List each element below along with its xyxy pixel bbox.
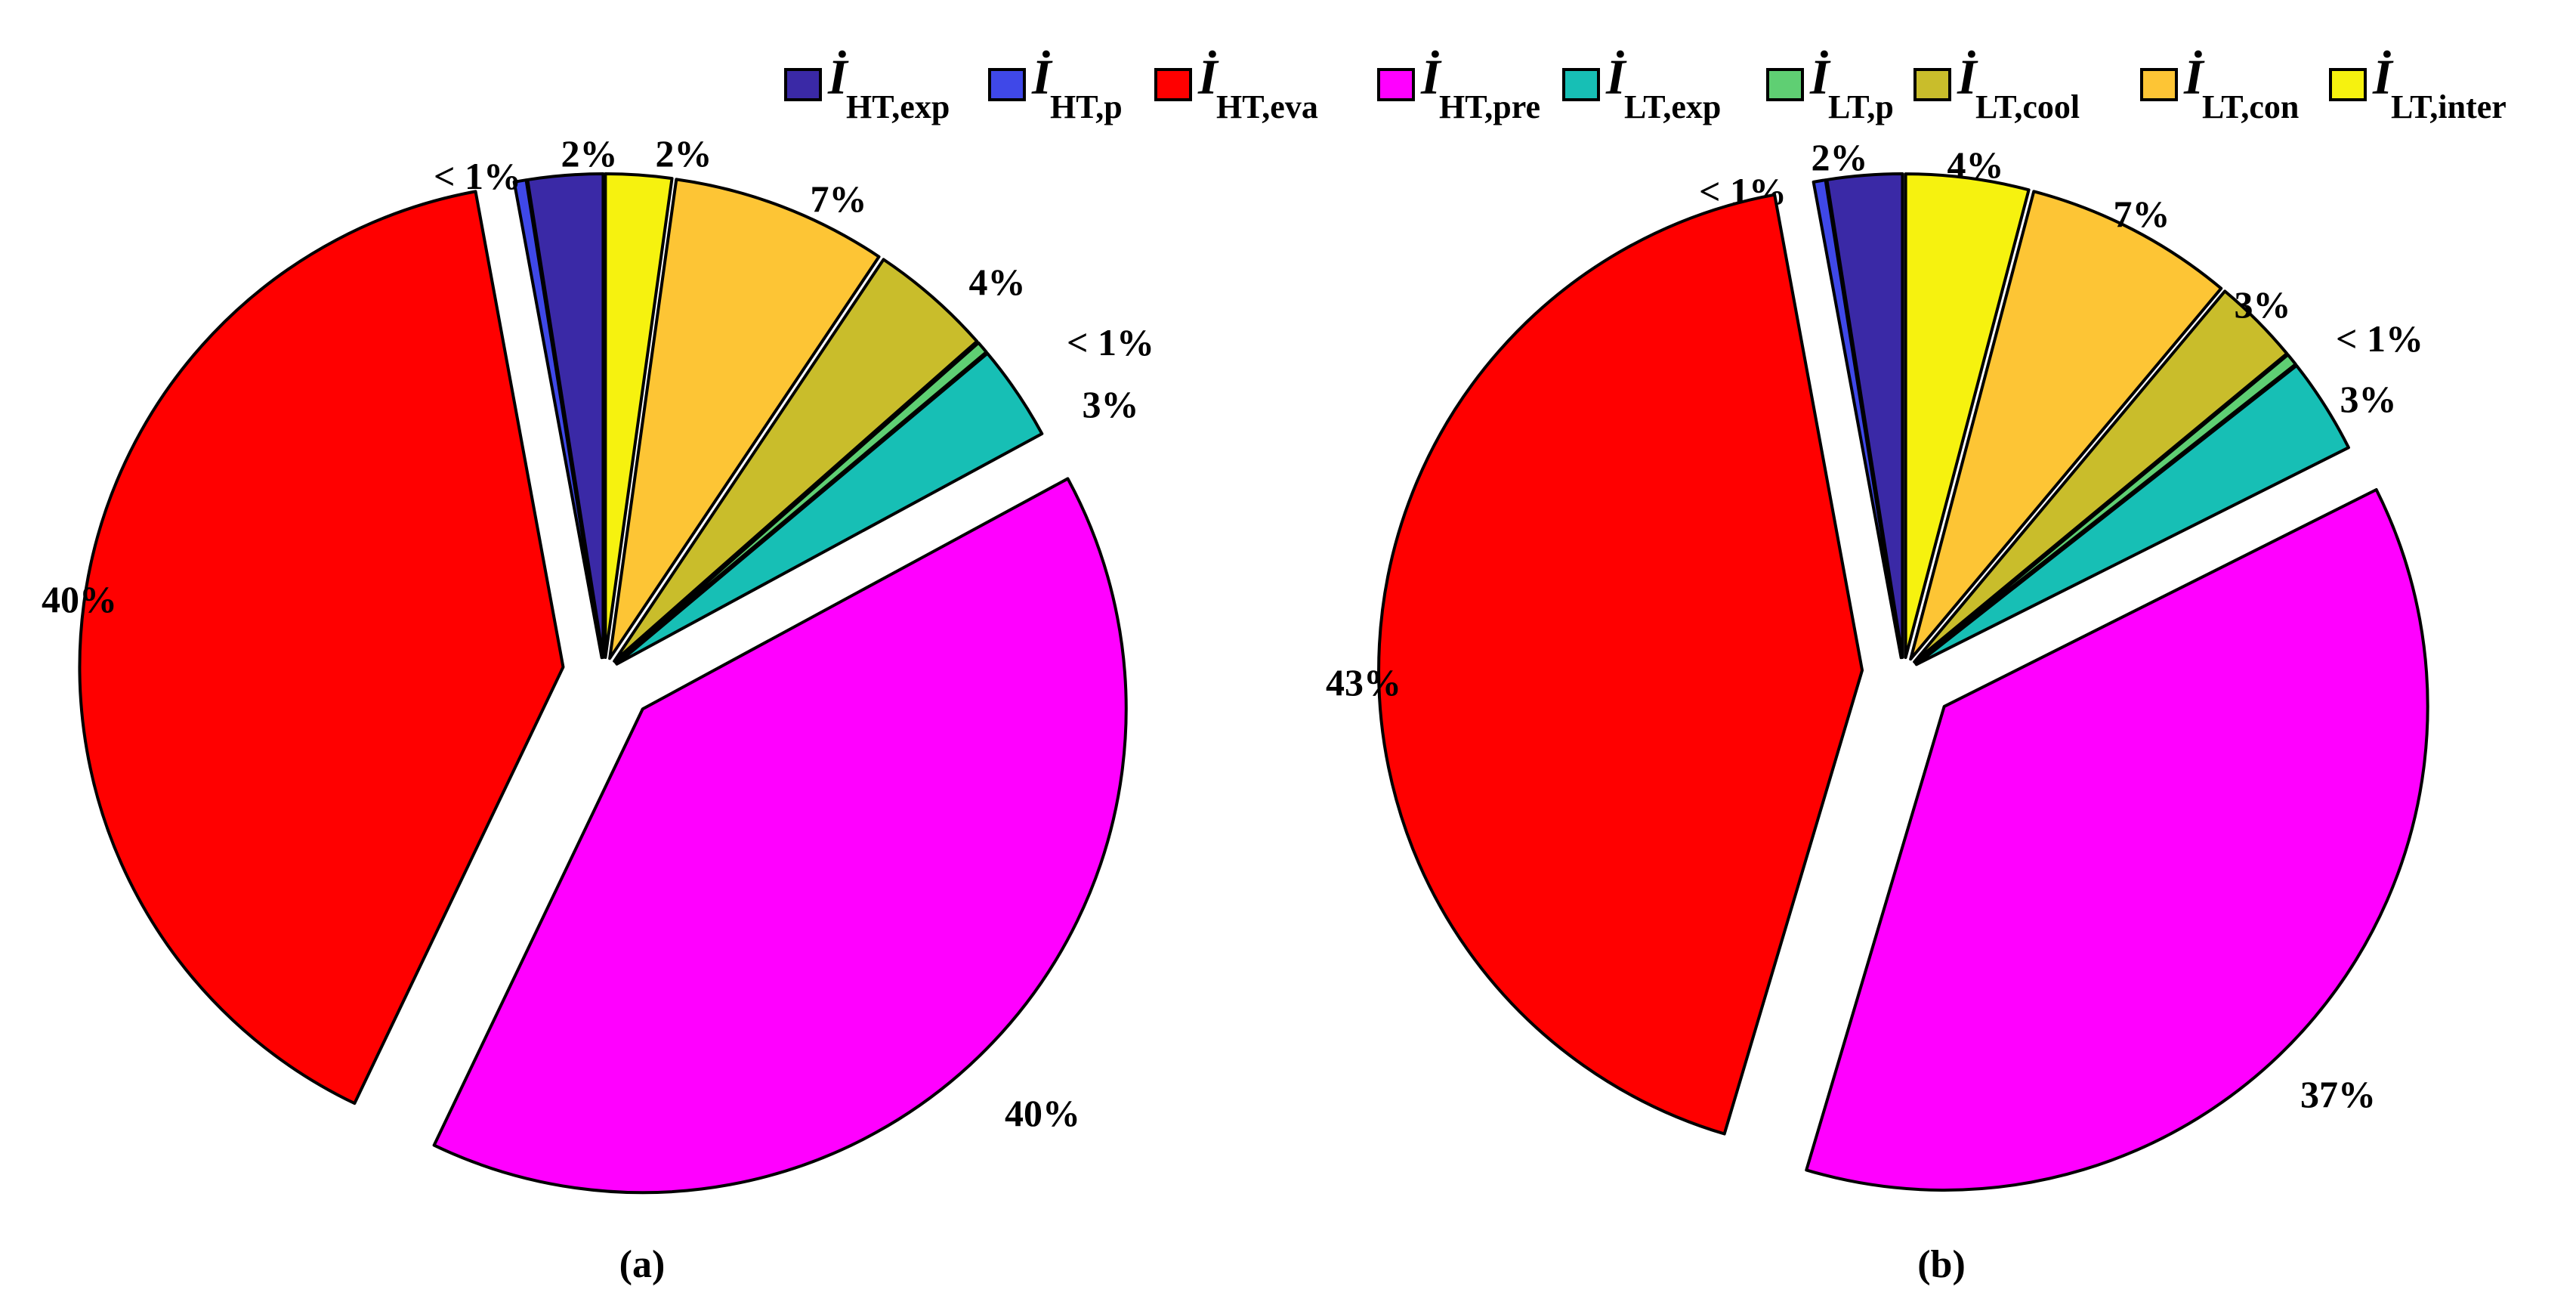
- slice-label-ht-exp: 2%: [561, 132, 618, 175]
- legend-label: LT,inter: [2391, 88, 2507, 125]
- slice-label-ht-exp: 2%: [1812, 136, 1868, 178]
- pie-slice-ht-p: [1812, 178, 1903, 660]
- legend-item-ht-pre: İHT,pre: [1377, 50, 1540, 125]
- pie-slice-ht-pre: [1805, 487, 2429, 1192]
- slice-label-lt-inter: 4%: [1947, 144, 2004, 186]
- pie-slice-lt-con: [608, 178, 881, 660]
- legend-label: LT,p: [1828, 88, 1894, 125]
- legend: İHT,expİHT,pİHT,evaİHT,preİLT,expİLT,pİL…: [784, 50, 2507, 125]
- slice-label-lt-inter: 2%: [656, 132, 712, 175]
- pie-slice-ht-p: [512, 178, 604, 660]
- pie-slice-lt-exp: [615, 351, 1044, 666]
- legend-symbol: İ: [1809, 50, 1831, 105]
- legend-swatch: [2140, 68, 2178, 101]
- legend-symbol: İ: [1605, 50, 1627, 105]
- legend-swatch: [784, 68, 822, 101]
- slice-label-ht-pre: 37%: [2300, 1073, 2376, 1115]
- legend-symbol: İ: [1957, 50, 1978, 105]
- legend-item-lt-exp: İLT,exp: [1562, 50, 1721, 125]
- legend-item-ht-p: İHT,p: [988, 50, 1123, 125]
- legend-item-lt-con: İLT,con: [2140, 50, 2299, 125]
- slice-label-ht-pre: 40%: [1005, 1092, 1080, 1134]
- slice-label-lt-p: < 1%: [2336, 317, 2423, 360]
- slice-label-ht-eva: 43%: [1326, 661, 1401, 704]
- pie-slice-ht-eva: [1377, 193, 1864, 1136]
- slice-label-lt-con: 7%: [2114, 193, 2170, 235]
- pie-slice-ht-eva: [78, 190, 565, 1106]
- legend-symbol: İ: [1031, 50, 1053, 105]
- pie-slice-ht-pre: [432, 477, 1128, 1195]
- caption-b: (b): [1917, 1243, 1966, 1286]
- legend-label: LT,exp: [1624, 88, 1721, 125]
- slice-label-lt-cool: 4%: [969, 261, 1026, 303]
- legend-label: HT,eva: [1216, 88, 1318, 125]
- slice-label-lt-con: 7%: [811, 178, 867, 220]
- slice-label-lt-cool: 3%: [2235, 283, 2291, 326]
- caption-a: (a): [619, 1243, 666, 1286]
- pie-slice-lt-cool: [1913, 289, 2289, 663]
- legend-swatch: [2329, 68, 2367, 101]
- legend-item-ht-eva: İHT,eva: [1154, 50, 1318, 125]
- pie-slice-lt-inter: [604, 172, 674, 660]
- legend-swatch: [988, 68, 1026, 101]
- legend-symbol: İ: [1197, 50, 1219, 105]
- legend-swatch: [1766, 68, 1804, 101]
- legend-symbol: İ: [2372, 50, 2394, 105]
- legend-swatch: [1154, 68, 1192, 101]
- pie-slice-lt-con: [1909, 190, 2223, 661]
- legend-item-ht-exp: İHT,exp: [784, 50, 950, 125]
- slice-label-lt-exp: 3%: [2340, 378, 2397, 420]
- legend-symbol: İ: [1420, 50, 1442, 105]
- legend-swatch: [1562, 68, 1600, 101]
- pie-chart-a: 2% < 1% 40% 40% 3% < 1% 4% 7% 2%: [42, 132, 1154, 1195]
- legend-symbol: İ: [827, 50, 849, 105]
- legend-item-lt-cool: İLT,cool: [1913, 50, 2080, 125]
- legend-label: LT,cool: [1975, 88, 2080, 125]
- legend-swatch: [1377, 68, 1415, 101]
- legend-symbol: İ: [2183, 50, 2205, 105]
- legend-item-lt-p: İLT,p: [1766, 50, 1894, 125]
- legend-label: HT,p: [1050, 88, 1123, 125]
- legend-label: HT,exp: [846, 88, 950, 125]
- legend-swatch: [1913, 68, 1951, 101]
- legend-label: LT,con: [2202, 88, 2299, 125]
- legend-item-lt-inter: İLT,inter: [2329, 50, 2507, 125]
- pie-slice-lt-exp: [1914, 363, 2350, 666]
- legend-label: HT,pre: [1439, 88, 1540, 125]
- slice-label-ht-eva: 40%: [42, 578, 117, 620]
- pie-slice-lt-p: [614, 341, 988, 664]
- slice-label-lt-exp: 3%: [1083, 383, 1139, 425]
- pie-slice-lt-cool: [613, 258, 979, 663]
- slice-label-lt-p: < 1%: [1067, 321, 1154, 363]
- pie-slice-lt-p: [1913, 353, 2297, 665]
- pie-slice-lt-inter: [1904, 172, 2031, 660]
- pie-chart-b: 2%< 1%43%37%3%< 1%3%7%4%: [1326, 136, 2429, 1192]
- slice-label-ht-p: < 1%: [434, 155, 521, 197]
